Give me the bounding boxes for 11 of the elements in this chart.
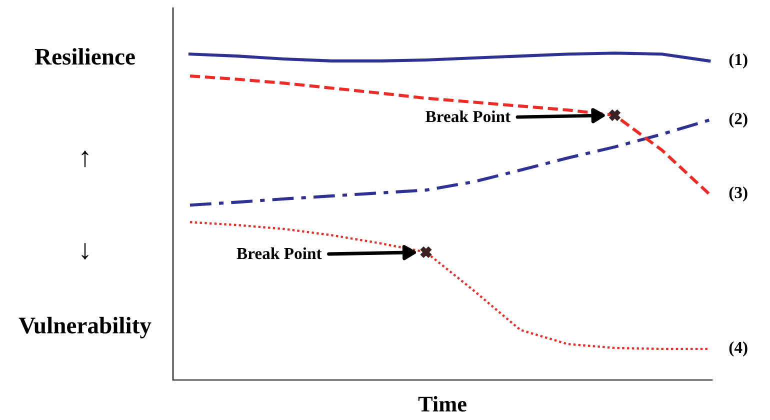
text: Vulnerability <box>18 316 152 338</box>
x-axis-title: Time <box>418 396 466 412</box>
series-label: (3) <box>729 186 748 202</box>
series-label: (2) <box>729 112 748 128</box>
text: ↑ <box>82 150 88 168</box>
text: ↓ <box>82 243 88 260</box>
series-label: (4) <box>729 341 748 357</box>
annotation: Break Point <box>426 110 511 122</box>
annotation: Break Point <box>236 247 322 260</box>
series-label: (1) <box>729 53 748 69</box>
text: Resilience <box>34 48 135 65</box>
